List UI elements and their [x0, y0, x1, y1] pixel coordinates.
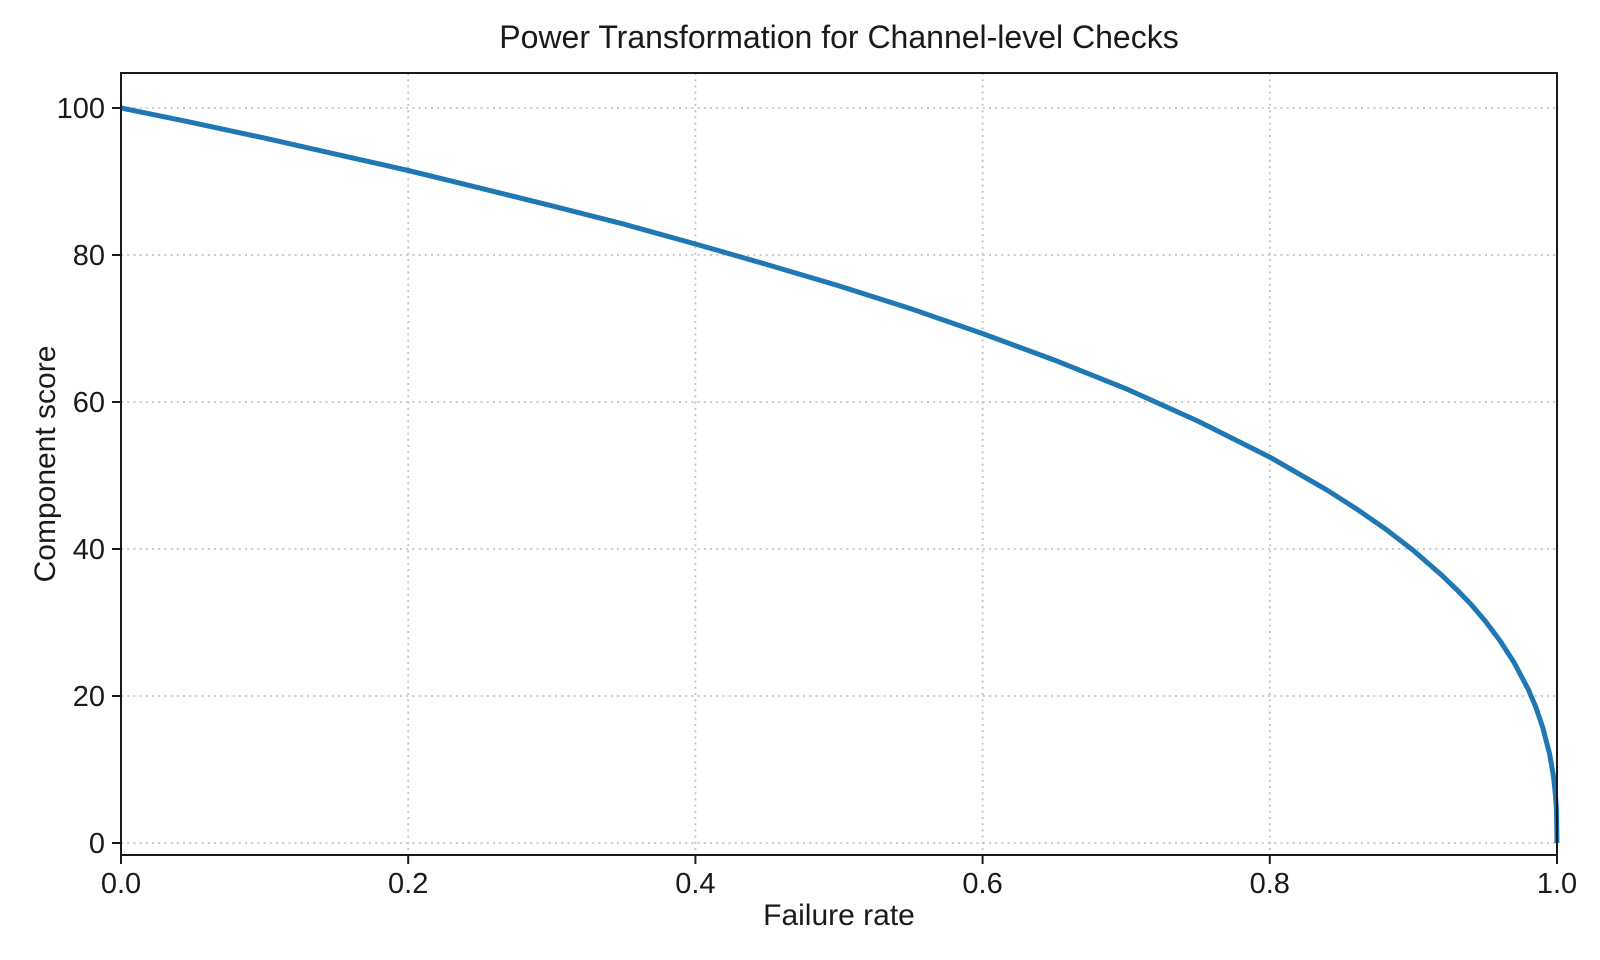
plot-spines — [120, 72, 1558, 856]
x-axis-label: Failure rate — [763, 899, 915, 932]
y-tick-label: 0 — [89, 828, 105, 860]
tick-layer — [112, 107, 1558, 864]
y-tick-label: 60 — [73, 387, 105, 419]
y-tick-label: 40 — [73, 534, 105, 566]
x-tick-label: 1.0 — [1537, 868, 1577, 900]
tick-label-layer: 0.0 0.2 0.4 0.6 0.8 1.0 0 20 40 60 80 100 — [57, 93, 1578, 900]
x-tick-label: 0.6 — [962, 868, 1002, 900]
y-tick-label: 100 — [57, 93, 105, 125]
y-tick-label: 20 — [73, 681, 105, 713]
x-tick-label: 0.2 — [388, 868, 428, 900]
data-curve — [120, 105, 1560, 844]
x-tick-label: 0.4 — [675, 868, 715, 900]
y-axis-label: Component score — [29, 346, 62, 583]
x-tick-label: 0.0 — [101, 868, 141, 900]
grid-layer — [120, 73, 1558, 855]
chart-title: Power Transformation for Channel-level C… — [499, 19, 1178, 55]
spine-layer — [120, 72, 1558, 856]
curve-layer — [120, 105, 1560, 844]
y-tick-label: 80 — [73, 240, 105, 272]
x-tick-label: 0.8 — [1250, 868, 1290, 900]
